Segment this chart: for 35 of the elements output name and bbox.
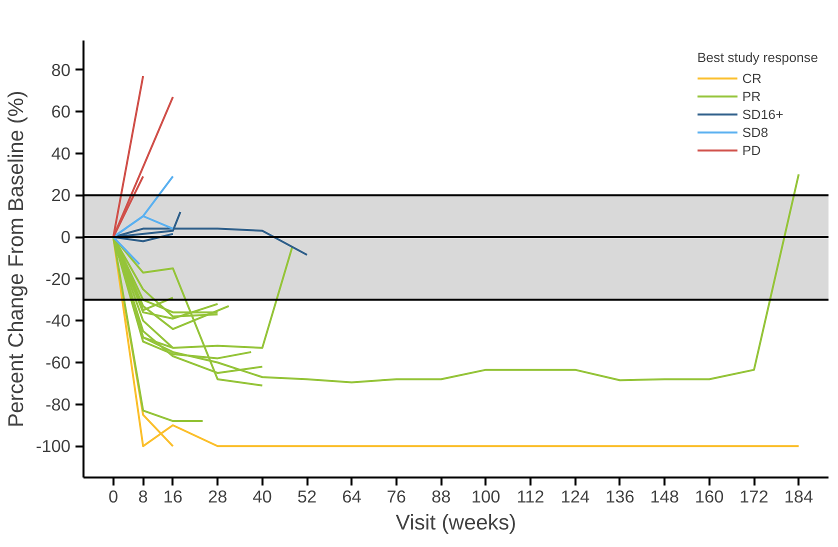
x-tick-label: 28 xyxy=(208,486,228,506)
x-tick-label: 112 xyxy=(516,486,544,506)
legend-label: PD xyxy=(742,142,762,158)
x-tick-label: 76 xyxy=(386,486,406,506)
x-tick-label: 0 xyxy=(108,486,118,506)
x-tick-label: 40 xyxy=(252,486,272,506)
legend-title: Best study response xyxy=(697,50,818,65)
x-tick-label: 184 xyxy=(784,486,814,506)
x-tick-label: 52 xyxy=(297,486,317,506)
x-axis-title: Visit (weeks) xyxy=(396,510,516,534)
x-tick-label: 64 xyxy=(342,486,362,506)
legend-label: SD8 xyxy=(742,124,768,140)
x-tick-label: 88 xyxy=(431,486,451,506)
y-tick-label: 40 xyxy=(51,143,71,164)
legend-label: CR xyxy=(742,70,762,86)
x-tick-label: 100 xyxy=(471,486,500,506)
y-tick-label: 0 xyxy=(60,227,71,248)
y-tick-label: 20 xyxy=(51,185,71,206)
x-tick-label: 172 xyxy=(740,486,768,506)
y-tick-label: 60 xyxy=(51,102,71,122)
legend-label: PR xyxy=(742,88,762,104)
x-tick-label: 8 xyxy=(138,486,148,506)
x-tick-label: 16 xyxy=(163,486,183,506)
x-tick-label: 136 xyxy=(605,486,634,506)
y-tick-label: -40 xyxy=(45,310,70,331)
x-tick-label: 148 xyxy=(650,486,680,506)
y-tick-label: -60 xyxy=(45,352,70,372)
y-tick-label: -20 xyxy=(45,268,70,289)
y-tick-label: -80 xyxy=(45,394,70,414)
legend-label: SD16+ xyxy=(742,106,784,122)
x-tick-label: 124 xyxy=(560,486,590,506)
y-tick-label: 80 xyxy=(51,60,71,80)
x-tick-label: 160 xyxy=(694,486,724,506)
y-axis-title: Percent Change From Baseline (%) xyxy=(4,90,28,428)
y-tick-label: -100 xyxy=(36,436,71,456)
